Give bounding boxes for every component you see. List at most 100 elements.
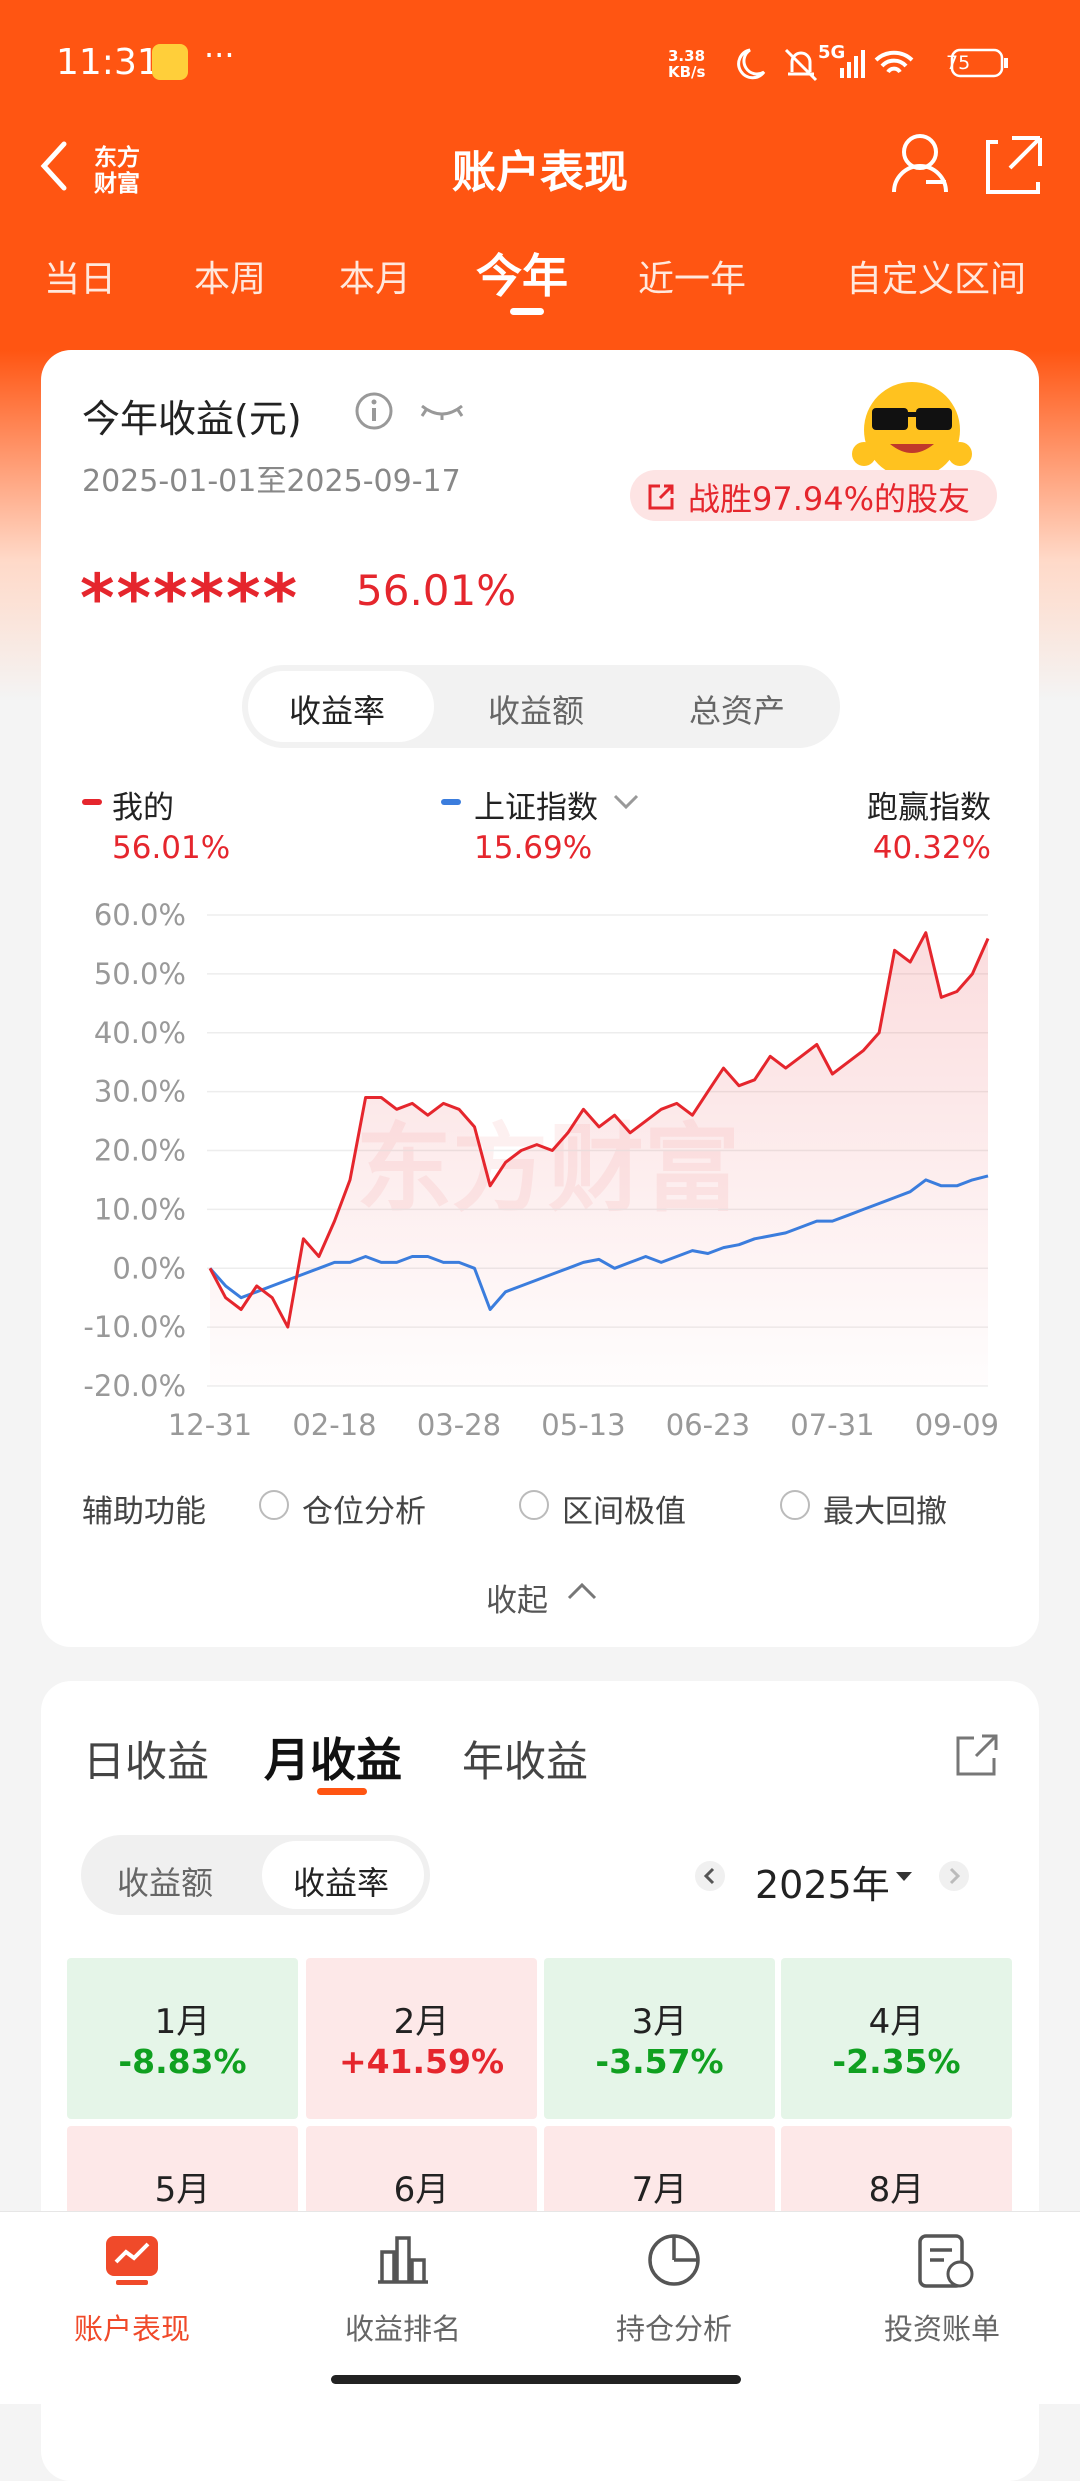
segment-selected	[248, 671, 434, 742]
y-tick-label: 50.0%	[94, 957, 186, 991]
monthly-tab[interactable]: 年收益	[462, 1737, 589, 1786]
tab-indicator	[510, 308, 544, 315]
monthly-tab-indicator	[317, 1788, 367, 1795]
month-return: +41.59%	[338, 2042, 505, 2081]
period-tab-active[interactable]: 今年	[476, 249, 568, 303]
y-tick-label: 40.0%	[94, 1016, 186, 1050]
aux-option[interactable]: 区间极值	[562, 1494, 686, 1530]
period-tab[interactable]: 本月	[338, 259, 412, 300]
more-dots: ···	[204, 36, 235, 74]
x-tick-label: 12-31	[168, 1408, 252, 1442]
weibo-icon	[152, 44, 188, 80]
network-type: 5G	[818, 42, 846, 63]
period-tab[interactable]: 自定义区间	[845, 259, 1027, 300]
badge-icon	[648, 484, 674, 510]
summary-icons[interactable]	[354, 390, 474, 432]
net-speed: 3.38 KB/s	[668, 47, 706, 81]
aux-option[interactable]: 最大回撤	[823, 1494, 947, 1530]
legend-dropdown[interactable]	[612, 792, 640, 812]
month-cell[interactable]: 4月 -2.35%	[781, 1958, 1012, 2119]
radio[interactable]	[780, 1490, 810, 1520]
series-area	[210, 932, 988, 1386]
brand-bottom: 财富	[94, 171, 140, 197]
nav-item-active[interactable]: 账户表现	[73, 2312, 191, 2346]
legend-value: 15.69%	[474, 830, 593, 866]
badge-text: 战胜97.94%的股友	[688, 480, 971, 518]
bottom-nav	[0, 2211, 1080, 2404]
legend-name[interactable]: 上证指数	[474, 790, 598, 826]
x-tick-label: 03-28	[417, 1408, 501, 1442]
segment-tab-active[interactable]: 收益率	[288, 692, 386, 730]
outperform-label: 跑赢指数	[867, 790, 991, 826]
legend-name: 我的	[112, 790, 174, 826]
month-label: 2月	[393, 2002, 450, 2042]
header-actions[interactable]	[890, 130, 1060, 200]
home-indicator	[331, 2375, 741, 2384]
radio[interactable]	[519, 1490, 549, 1520]
share-icon[interactable]	[954, 1732, 1000, 1778]
y-tick-label: 20.0%	[94, 1134, 186, 1168]
series-line	[208, 931, 990, 1329]
x-tick-label: 02-18	[292, 1408, 376, 1442]
year-nav[interactable]	[692, 1858, 982, 1894]
x-tick-label: 06-23	[666, 1408, 750, 1442]
masked-amount: ******	[80, 560, 300, 637]
y-tick-label: 10.0%	[94, 1192, 186, 1226]
month-label: 7月	[631, 2170, 688, 2210]
collapse-caret[interactable]	[566, 1580, 598, 1604]
page-title: 账户表现	[452, 147, 628, 198]
x-tick-label: 07-31	[790, 1408, 874, 1442]
period-tab[interactable]: 近一年	[637, 259, 747, 300]
month-cell[interactable]: 2月 +41.59%	[306, 1958, 537, 2119]
month-cell[interactable]: 3月 -3.57%	[544, 1958, 775, 2119]
nav-item[interactable]: 收益排名	[344, 2312, 462, 2346]
series-line	[208, 1174, 989, 1311]
outperform-value: 40.32%	[872, 830, 991, 866]
aux-option[interactable]: 仓位分析	[302, 1494, 426, 1530]
month-label: 3月	[631, 2002, 688, 2042]
nav-item[interactable]: 投资账单	[883, 2312, 1001, 2346]
toggle-option[interactable]: 收益额	[116, 1864, 214, 1902]
x-tick-label: 09-09	[915, 1408, 999, 1442]
toggle-option-active[interactable]: 收益率	[292, 1864, 390, 1902]
month-label: 5月	[154, 2170, 211, 2210]
x-tick-label: 05-13	[541, 1408, 625, 1442]
y-tick-label: 60.0%	[94, 898, 186, 932]
mascot	[852, 382, 972, 478]
legend-swatch	[82, 799, 102, 805]
month-label: 1月	[154, 2002, 211, 2042]
month-cell[interactable]: 1月 -8.83%	[67, 1958, 298, 2119]
status-time: 11:31	[56, 42, 160, 83]
collapse-button[interactable]: 收起	[486, 1583, 548, 1619]
toggle-selected	[262, 1841, 424, 1909]
return-rate: 56.01%	[356, 566, 517, 615]
period-tab[interactable]: 本周	[193, 259, 267, 300]
segment-tab[interactable]: 收益额	[487, 692, 585, 730]
y-tick-label: 30.0%	[94, 1075, 186, 1109]
date-range: 2025-01-01至2025-09-17	[82, 464, 461, 499]
line-chart: 东方财富-20.0%-10.0%0.0%10.0%20.0%30.0%40.0%…	[83, 898, 999, 1442]
month-label: 6月	[393, 2170, 450, 2210]
y-tick-label: -10.0%	[83, 1310, 186, 1344]
month-return: -8.83%	[118, 2042, 247, 2081]
segment-tab[interactable]: 总资产	[688, 692, 786, 730]
nav-icons	[106, 2234, 974, 2288]
month-return: -2.35%	[832, 2042, 961, 2081]
aux-label: 辅助功能	[82, 1494, 206, 1530]
nav-item[interactable]: 持仓分析	[615, 2312, 733, 2346]
month-return: -3.57%	[595, 2042, 724, 2081]
month-label: 4月	[868, 2002, 925, 2042]
month-label: 8月	[868, 2170, 925, 2210]
back-button[interactable]	[34, 138, 74, 194]
radio[interactable]	[259, 1490, 289, 1520]
y-tick-label: -20.0%	[83, 1369, 186, 1403]
legend-swatch	[441, 799, 461, 805]
brand-top: 东方	[94, 145, 140, 171]
monthly-tab[interactable]: 日收益	[83, 1737, 210, 1786]
badge	[630, 470, 997, 521]
period-tab[interactable]: 当日	[43, 259, 117, 300]
year-label[interactable]: 2025年	[755, 1863, 890, 1907]
monthly-tab-active[interactable]: 月收益	[264, 1733, 402, 1787]
